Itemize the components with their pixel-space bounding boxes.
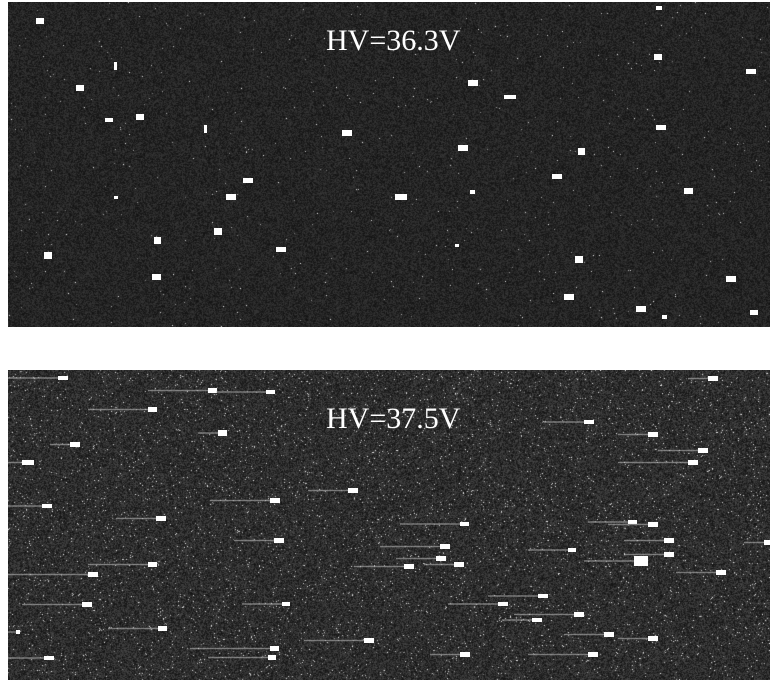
bright-spot: [226, 194, 236, 200]
bright-spot: [575, 256, 583, 263]
bright-spot: [764, 540, 770, 545]
bright-spot: [148, 407, 157, 412]
bright-spot: [274, 538, 284, 543]
bright-spot: [158, 626, 167, 631]
bright-spot: [156, 516, 166, 521]
bright-spot: [574, 612, 584, 617]
bright-spot: [276, 247, 286, 252]
bright-spot: [468, 80, 478, 86]
bright-spot: [440, 544, 450, 549]
bright-spot: [268, 655, 276, 660]
bright-spot: [455, 244, 459, 247]
bright-spot: [538, 594, 548, 598]
bright-spot: [664, 552, 674, 557]
bright-spot: [460, 522, 469, 526]
bright-spot: [662, 315, 667, 319]
voltage-label: HV=36.3V: [326, 24, 461, 57]
bright-spot: [470, 190, 475, 194]
bright-spot: [76, 85, 84, 91]
bright-spot: [105, 118, 113, 122]
bright-spot: [648, 432, 658, 437]
bright-spot: [136, 114, 144, 120]
bright-spot: [654, 54, 662, 60]
bright-spot: [568, 548, 576, 552]
bright-spot: [270, 498, 280, 503]
bright-spot: [578, 148, 585, 155]
bright-spot: [688, 460, 698, 465]
bright-spot: [648, 636, 658, 641]
bright-spot: [588, 652, 598, 657]
bright-spot: [750, 310, 758, 315]
voltage-label: HV=37.5V: [326, 402, 461, 435]
bright-spot: [460, 652, 470, 657]
bright-spot: [604, 632, 614, 637]
noise-texture: [8, 2, 770, 327]
bright-spot: [564, 294, 574, 300]
bright-spots-layer: [36, 6, 758, 319]
bright-spot: [70, 442, 80, 447]
bright-spot: [154, 237, 161, 244]
bright-spot: [454, 562, 464, 567]
bright-spot: [648, 522, 658, 527]
bright-spot: [266, 390, 275, 394]
image-panel-hv-37-5: HV=37.5V: [8, 370, 770, 680]
bright-spot: [684, 188, 693, 194]
bright-spot: [114, 196, 118, 199]
bright-spot: [552, 174, 562, 179]
bright-spot: [726, 276, 736, 282]
bright-spot: [44, 252, 52, 259]
bright-spot: [44, 656, 54, 660]
bright-spot: [348, 488, 358, 493]
bright-spot: [628, 520, 637, 524]
bright-spot: [436, 556, 446, 561]
bright-spot: [82, 602, 92, 607]
bright-spot: [22, 460, 34, 465]
bright-spot: [364, 638, 374, 643]
bright-spot: [498, 602, 508, 606]
bright-spot: [584, 420, 594, 424]
bright-spot: [42, 504, 52, 508]
bright-spot: [114, 62, 117, 70]
bright-spot: [404, 564, 414, 569]
bright-spot: [656, 125, 666, 130]
bright-spot: [16, 630, 20, 634]
bright-spot: [204, 125, 207, 133]
bright-spot: [88, 572, 98, 577]
bright-spot: [270, 646, 279, 651]
bright-spot: [664, 538, 674, 543]
bright-spot: [58, 376, 68, 380]
bright-spot: [746, 69, 756, 74]
bright-spot: [395, 194, 407, 200]
image-panel-hv-36-3: HV=36.3V: [8, 2, 770, 327]
bright-spot: [148, 562, 157, 567]
bright-spot: [716, 570, 726, 575]
bright-spot: [532, 618, 542, 622]
bright-spot: [698, 448, 708, 453]
bright-spots-layer: [8, 376, 770, 660]
bright-spot: [218, 430, 227, 436]
bright-spot: [36, 18, 44, 24]
bright-spot: [243, 178, 253, 183]
bright-spot: [342, 130, 352, 136]
bright-spot: [708, 376, 718, 381]
bright-spot: [282, 602, 290, 606]
bright-spot: [656, 6, 662, 10]
bright-spot: [208, 388, 217, 393]
bright-spot: [458, 145, 468, 151]
bright-spot: [214, 228, 222, 235]
bright-spot: [504, 95, 516, 99]
bright-spot: [152, 274, 161, 280]
bright-spot: [636, 306, 646, 312]
bright-spot: [634, 556, 648, 566]
